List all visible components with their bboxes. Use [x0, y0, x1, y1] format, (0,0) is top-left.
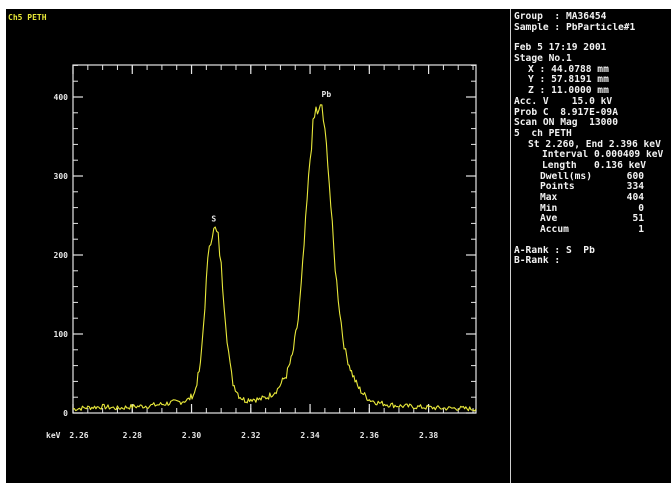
channel-label: Ch5 PETH [8, 13, 47, 22]
z-coordinate-line: Z : 11.0000 mm [528, 86, 609, 97]
probe-current-line: Prob C 8.917E-09A [514, 107, 618, 118]
peak-label: S [211, 215, 216, 224]
b-rank-line: B-Rank : [514, 256, 561, 267]
x-tick-label: 2.28 [123, 431, 142, 440]
channel-line: 5 ch PETH [514, 128, 572, 139]
info-panel: Group : MA36454 Sample : PbParticle#1 Fe… [514, 12, 670, 267]
stat-row: Max 404 [540, 193, 644, 203]
stat-row: Accum 1 [540, 225, 644, 236]
group-line: Group : MA36454 [514, 12, 607, 22]
y-tick-label: 100 [54, 330, 69, 339]
x-tick-label: 2.38 [419, 431, 438, 440]
stage-line: Stage No.1 [514, 54, 572, 65]
x-tick-label: 2.32 [241, 431, 260, 440]
stat-row: Dwell(ms) 600 [540, 171, 644, 182]
x-tick-label: 2.34 [300, 431, 319, 440]
plot-frame [72, 64, 477, 414]
spectrum-line [72, 104, 477, 412]
y-tick-label: 0 [63, 409, 68, 418]
length-line: Length 0.136 keV [542, 160, 646, 171]
x-tick-label: 2.30 [182, 431, 201, 440]
x-tick-label: 2.26 [69, 431, 88, 440]
scan-line: Scan ON Mag 13000 [514, 118, 618, 129]
interval-line: Interval 0.000409 keV [542, 150, 664, 161]
sample-line: Sample : PbParticle#1 [514, 22, 636, 33]
y-tick-label: 200 [54, 251, 69, 260]
y-tick-label: 400 [54, 93, 69, 102]
y-coordinate-line: Y : 57.8191 mm [528, 75, 609, 86]
stats-table: Dwell(ms) 600 Points 334 Max 404 Min 0 Ave 51… [514, 172, 670, 236]
date-line: Feb 5 17:19 2001 [514, 43, 607, 54]
start-end-line: St 2.260, End 2.396 keV [528, 139, 661, 150]
a-rank-line: A-Rank : S Pb [514, 245, 595, 256]
peak-label: Pb [322, 90, 332, 99]
acc-voltage-line: Acc. V 15.0 kV [514, 96, 613, 107]
panel-divider [510, 9, 511, 483]
x-coordinate-line: X : 44.0788 mm [528, 64, 609, 75]
stat-row: Min 0 [540, 203, 644, 214]
stat-row: Points 334 [540, 182, 644, 193]
y-tick-label: 300 [54, 172, 69, 181]
x-unit-label: keV [46, 431, 61, 440]
stat-row: Ave 51 [540, 214, 644, 225]
analyzer-screen [6, 9, 671, 483]
x-tick-label: 2.36 [360, 431, 379, 440]
